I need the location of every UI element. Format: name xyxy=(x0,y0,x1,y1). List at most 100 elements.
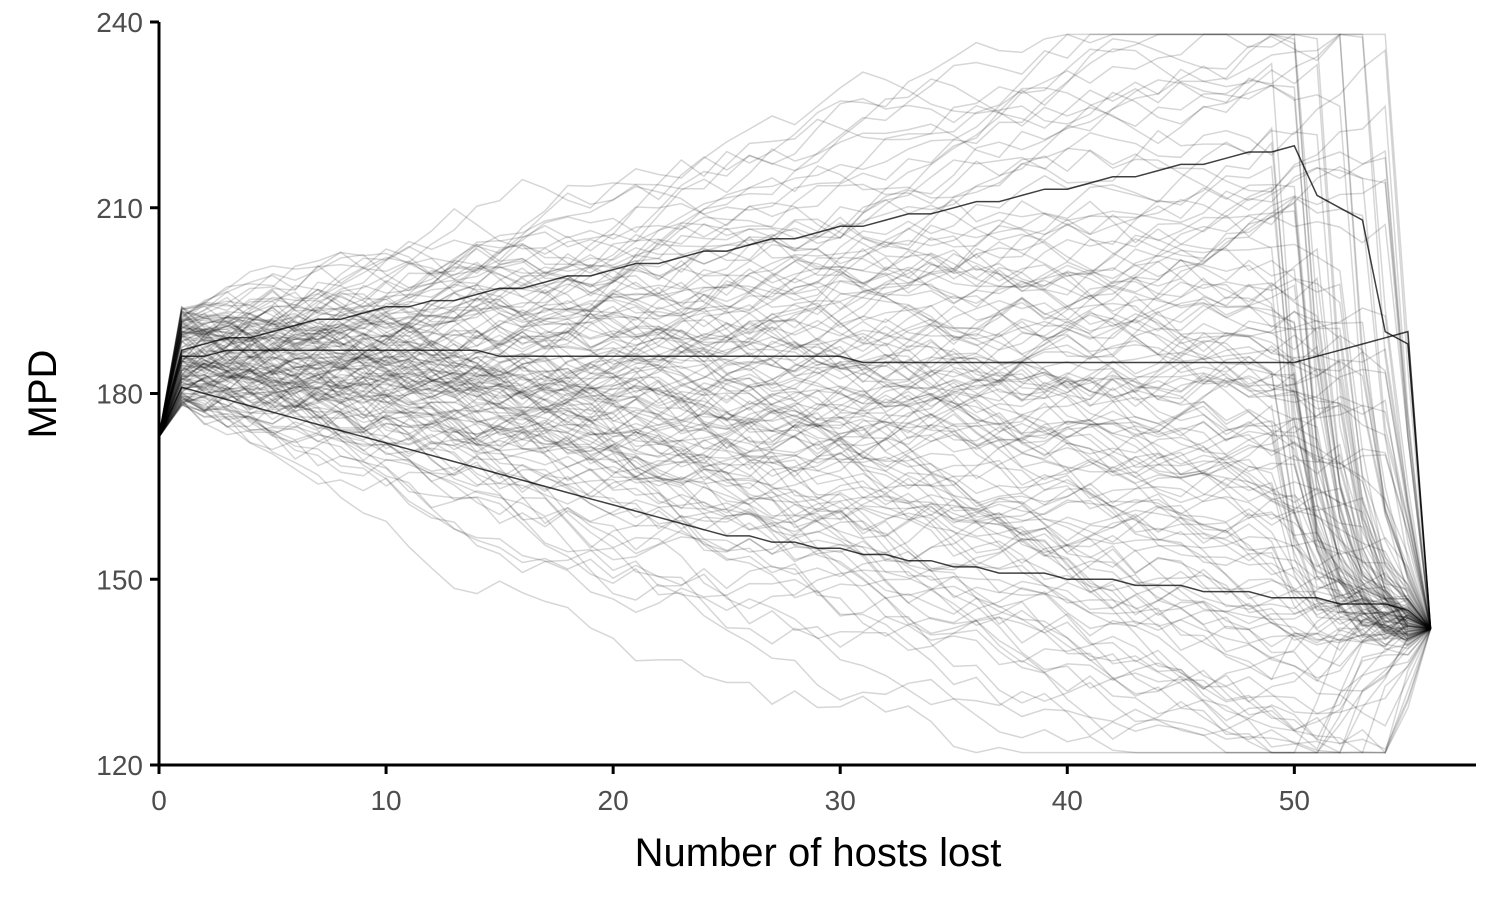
series-line xyxy=(158,370,1432,630)
series-line xyxy=(158,178,1432,629)
series-line xyxy=(158,349,1432,630)
series-line xyxy=(158,299,1431,630)
series-line xyxy=(158,311,1432,755)
y-tick-label: 180 xyxy=(96,379,143,410)
series-line xyxy=(158,395,1432,751)
series-line xyxy=(158,311,1432,715)
series-line xyxy=(158,196,1431,630)
series-line xyxy=(158,377,1432,630)
series-line xyxy=(158,373,1432,638)
series-line xyxy=(158,126,1432,630)
series-line xyxy=(158,332,1431,754)
series-line xyxy=(158,364,1431,630)
series-line xyxy=(158,354,1432,630)
x-tick-label: 20 xyxy=(598,785,629,816)
series-line xyxy=(158,71,1431,630)
series-line xyxy=(158,327,1432,647)
series-line xyxy=(158,149,1432,629)
series-line xyxy=(158,399,1432,754)
y-tick-label: 240 xyxy=(96,7,143,38)
series-line xyxy=(158,33,1432,629)
series-line xyxy=(158,307,1432,629)
series-line xyxy=(158,305,1431,632)
series-line xyxy=(158,33,1431,630)
series-line xyxy=(158,291,1432,630)
series-line xyxy=(158,33,1432,630)
series-line xyxy=(158,319,1432,754)
series-line xyxy=(158,261,1431,631)
series-line xyxy=(158,141,1431,630)
series-line xyxy=(158,300,1432,630)
series-line xyxy=(158,323,1432,629)
series-line xyxy=(158,33,1432,630)
series-line xyxy=(158,254,1432,630)
x-tick-label: 30 xyxy=(825,785,856,816)
series-line xyxy=(158,399,1431,754)
series-line xyxy=(158,320,1432,630)
series-line xyxy=(158,33,1432,630)
series-line xyxy=(158,398,1431,638)
series-line xyxy=(158,310,1431,631)
series-line xyxy=(158,359,1432,630)
x-tick-label: 0 xyxy=(151,785,167,816)
series-line xyxy=(158,368,1431,640)
series-line xyxy=(158,322,1431,652)
series-line xyxy=(158,391,1432,630)
y-tick-label: 210 xyxy=(96,193,143,224)
y-axis-ticks: 120 150 180 210 240 xyxy=(96,7,159,781)
series-line xyxy=(158,363,1432,633)
series-line xyxy=(158,330,1432,629)
series-line xyxy=(158,323,1432,630)
series-line xyxy=(158,336,1432,630)
y-tick-label: 150 xyxy=(96,564,143,595)
series-line xyxy=(158,362,1432,751)
series-line xyxy=(158,303,1431,630)
series-line xyxy=(158,282,1432,630)
series-line xyxy=(158,295,1432,629)
series-line xyxy=(158,283,1432,630)
series-line xyxy=(158,186,1431,630)
series-line xyxy=(158,339,1431,638)
x-axis-ticks: 0 10 20 30 40 50 xyxy=(151,765,1310,816)
series-line xyxy=(158,370,1431,635)
series-line xyxy=(158,306,1431,630)
series-line xyxy=(158,326,1432,629)
series-line xyxy=(158,321,1432,692)
series-line xyxy=(158,330,1431,630)
series-line xyxy=(158,210,1431,636)
x-tick-label: 50 xyxy=(1279,785,1310,816)
x-tick-label: 10 xyxy=(370,785,401,816)
series-line xyxy=(158,334,1432,630)
series-line xyxy=(158,363,1431,630)
series-line xyxy=(158,330,1432,754)
series-line xyxy=(158,355,1432,629)
series-line xyxy=(158,240,1431,630)
series-line xyxy=(158,348,1431,648)
series-line xyxy=(158,395,1431,741)
series-line xyxy=(158,350,1431,634)
series-line xyxy=(158,144,1432,629)
series-line xyxy=(158,353,1431,754)
series-line xyxy=(158,318,1432,731)
series-line xyxy=(158,318,1432,630)
series-line xyxy=(158,305,1432,630)
series-line xyxy=(158,251,1432,630)
series-line xyxy=(158,63,1431,630)
series-line xyxy=(158,129,1432,630)
series-line xyxy=(158,48,1431,630)
series-line xyxy=(158,306,1432,629)
series-line xyxy=(158,376,1432,630)
series-line xyxy=(158,283,1432,630)
series-line xyxy=(158,346,1431,630)
series-line xyxy=(158,308,1431,633)
x-axis-title: Number of hosts lost xyxy=(635,831,1002,875)
series-line xyxy=(158,350,1431,630)
series-lines xyxy=(158,33,1432,755)
series-line xyxy=(158,324,1431,644)
series-line xyxy=(158,311,1432,630)
series-line xyxy=(158,247,1432,630)
series-line xyxy=(158,320,1432,630)
series-line xyxy=(158,365,1431,695)
series-line xyxy=(158,310,1432,679)
series-line xyxy=(158,403,1431,630)
